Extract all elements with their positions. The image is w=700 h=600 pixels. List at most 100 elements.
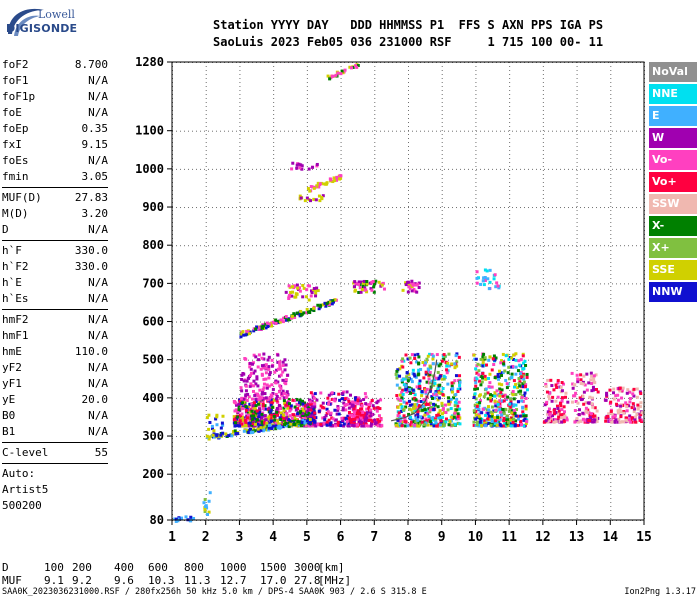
grid-dot bbox=[441, 510, 443, 511]
grid-dot bbox=[475, 218, 477, 219]
trace-point bbox=[251, 421, 255, 425]
grid-dot bbox=[273, 182, 275, 183]
grid-dot bbox=[480, 130, 481, 132]
grid-dot bbox=[368, 168, 369, 170]
grid-dot bbox=[244, 207, 245, 209]
grid-dot bbox=[600, 474, 601, 476]
grid-dot bbox=[542, 134, 544, 135]
trace-point bbox=[431, 354, 435, 358]
grid-dot bbox=[542, 250, 544, 251]
grid-dot bbox=[441, 90, 443, 91]
grid-dot bbox=[374, 82, 376, 83]
grid-dot bbox=[205, 278, 207, 279]
trace-point bbox=[483, 406, 487, 410]
trace-point bbox=[280, 415, 284, 419]
grid-dot bbox=[273, 222, 275, 223]
trace-point bbox=[236, 415, 240, 419]
trace-point bbox=[457, 355, 461, 359]
grid-dot bbox=[632, 168, 633, 170]
grid-dot bbox=[536, 130, 537, 132]
grid-dot bbox=[441, 282, 443, 283]
grid-dot bbox=[509, 474, 511, 475]
trace-point bbox=[234, 401, 238, 405]
grid-dot bbox=[348, 321, 349, 323]
grid-dot bbox=[196, 283, 197, 285]
trace-point bbox=[405, 371, 409, 375]
grid-dot bbox=[610, 74, 612, 75]
grid-dot bbox=[612, 130, 613, 132]
grid-dot bbox=[205, 326, 207, 327]
grid-dot bbox=[628, 245, 629, 247]
grid-dot bbox=[441, 190, 443, 191]
trace-point bbox=[245, 399, 249, 403]
grid-dot bbox=[576, 458, 578, 459]
grid-dot bbox=[416, 321, 417, 323]
grid-dot bbox=[620, 207, 621, 209]
trace-point bbox=[294, 408, 298, 412]
trace-point bbox=[238, 424, 242, 428]
grid-dot bbox=[205, 342, 207, 343]
trace-point bbox=[314, 424, 318, 428]
grid-dot bbox=[572, 474, 573, 476]
trace-point bbox=[307, 424, 311, 428]
grid-dot bbox=[273, 374, 275, 375]
grid-dot bbox=[228, 321, 229, 323]
grid-dot bbox=[336, 168, 337, 170]
trace-point bbox=[322, 406, 326, 410]
grid-dot bbox=[408, 130, 409, 132]
grid-dot bbox=[205, 66, 207, 67]
grid-dot bbox=[444, 168, 445, 170]
trace-point bbox=[267, 406, 271, 410]
grid-dot bbox=[273, 334, 275, 335]
separator bbox=[2, 240, 108, 241]
trace-point bbox=[357, 396, 361, 400]
grid-dot bbox=[200, 245, 201, 247]
grid-dot bbox=[620, 283, 621, 285]
grid-dot bbox=[306, 398, 308, 399]
grid-dot bbox=[384, 168, 385, 170]
trace-point bbox=[248, 421, 252, 425]
grid-dot bbox=[468, 130, 469, 132]
param-value: 330.0 bbox=[74, 244, 108, 257]
grid-dot bbox=[509, 298, 511, 299]
grid-dot bbox=[273, 214, 275, 215]
grid-dot bbox=[248, 474, 249, 476]
trace-point bbox=[453, 400, 457, 404]
trace-point bbox=[424, 390, 428, 394]
grid-dot bbox=[576, 466, 578, 467]
trace-point bbox=[427, 377, 431, 381]
trace-point bbox=[435, 393, 439, 397]
grid-dot bbox=[475, 466, 477, 467]
trace-point bbox=[276, 400, 280, 404]
grid-dot bbox=[542, 206, 544, 207]
grid-dot bbox=[272, 168, 273, 170]
grid-dot bbox=[576, 266, 578, 267]
grid-dot bbox=[273, 126, 275, 127]
trace-point bbox=[272, 416, 276, 420]
grid-dot bbox=[610, 418, 612, 419]
grid-dot bbox=[441, 310, 443, 311]
grid-dot bbox=[516, 130, 517, 132]
grid-dot bbox=[560, 397, 561, 399]
grid-dot bbox=[273, 338, 275, 339]
grid-dot bbox=[584, 207, 585, 209]
grid-dot bbox=[608, 168, 609, 170]
grid-dot bbox=[592, 245, 593, 247]
trace-point bbox=[257, 415, 261, 419]
grid-dot bbox=[576, 234, 578, 235]
grid-dot bbox=[441, 86, 443, 87]
trace-point bbox=[478, 399, 482, 403]
grid-dot bbox=[244, 130, 245, 132]
grid-dot bbox=[306, 470, 308, 471]
grid-dot bbox=[332, 207, 333, 209]
trace-point bbox=[440, 404, 444, 408]
grid-dot bbox=[374, 414, 376, 415]
grid-dot bbox=[620, 359, 621, 361]
grid-dot bbox=[273, 226, 275, 227]
grid-dot bbox=[596, 321, 597, 323]
grid-dot bbox=[475, 498, 477, 499]
trace-point bbox=[447, 423, 451, 427]
grid-dot bbox=[328, 474, 329, 476]
grid-dot bbox=[356, 130, 357, 132]
grid-dot bbox=[340, 286, 342, 287]
